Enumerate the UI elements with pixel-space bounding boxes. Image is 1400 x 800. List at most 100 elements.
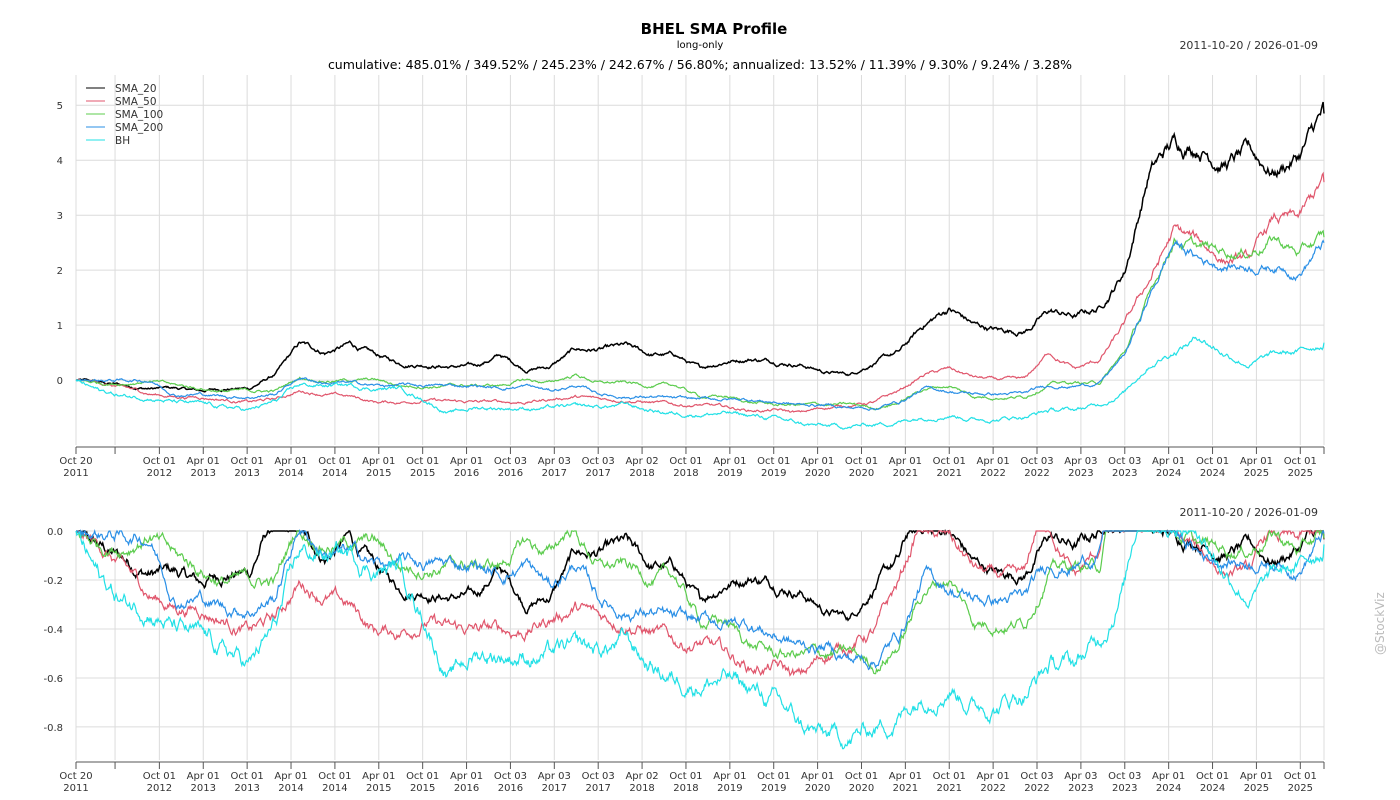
top-x-tick-year: 2022 <box>1024 468 1049 479</box>
bot-x-tick-label: Apr 01 <box>1240 771 1273 782</box>
bot-x-tick-year: 2018 <box>629 783 654 794</box>
bot-x-tick-label: Oct 01 <box>143 771 176 782</box>
bot-x-tick-year: 2017 <box>542 783 567 794</box>
bot-x-tick-label: Oct 01 <box>318 771 351 782</box>
bot-x-tick-label: Apr 01 <box>889 771 922 782</box>
bot-x-tick-year: 2025 <box>1244 783 1269 794</box>
top-x-tick-label: Oct 03 <box>494 456 527 467</box>
top-y-tick-label: 3 <box>57 211 63 222</box>
top-x-tick-year: 2023 <box>1112 468 1137 479</box>
bot-x-tick-year: 2013 <box>191 783 216 794</box>
top-x-tick-year: 2024 <box>1200 468 1225 479</box>
top-x-tick-label: Oct 01 <box>933 456 966 467</box>
bot-x-tick-year: 2022 <box>1024 783 1049 794</box>
top-x-tick-year: 2013 <box>191 468 216 479</box>
bot-x-tick-label: Apr 01 <box>362 771 395 782</box>
date-range-top: 2011-10-20 / 2026-01-09 <box>1179 39 1318 52</box>
bot-y-tick-label: -0.6 <box>43 674 63 685</box>
bot-x-tick-year: 2017 <box>585 783 610 794</box>
bot-x-tick-year: 2016 <box>454 783 479 794</box>
chart-title: BHEL SMA Profile <box>641 20 788 38</box>
cumulative-line-bh <box>75 336 1325 430</box>
top-x-tick-label: Oct 01 <box>1284 456 1317 467</box>
top-x-tick-year: 2016 <box>454 468 479 479</box>
bot-x-tick-year: 2016 <box>498 783 523 794</box>
stats-line: cumulative: 485.01% / 349.52% / 245.23% … <box>328 57 1072 72</box>
legend-label: BH <box>115 135 130 147</box>
bot-x-tick-label: Apr 01 <box>713 771 746 782</box>
cumulative-line-sma-20 <box>75 101 1325 393</box>
top-x-tick-label: Apr 03 <box>538 456 571 467</box>
bot-x-tick-label: Oct 03 <box>1108 771 1141 782</box>
top-x-tick-label: Apr 01 <box>889 456 922 467</box>
top-x-tick-year: 2011 <box>63 468 88 479</box>
bot-x-tick-label: Apr 03 <box>1064 771 1097 782</box>
bot-y-tick-label: -0.4 <box>43 625 63 636</box>
drawdown-line-sma-50 <box>76 529 1325 677</box>
top-x-tick-year: 2017 <box>585 468 610 479</box>
bot-x-tick-label: Oct 01 <box>669 771 702 782</box>
bot-x-tick-year: 2020 <box>849 783 874 794</box>
bot-x-tick-year: 2019 <box>717 783 742 794</box>
bot-x-tick-label: Oct 03 <box>1020 771 1053 782</box>
top-x-tick-year: 2013 <box>234 468 259 479</box>
top-x-tick-label: Oct 20 <box>59 456 92 467</box>
chart-subtitle: long-only <box>677 40 724 51</box>
drawdown-line-bh <box>75 529 1325 750</box>
top-x-tick-year: 2024 <box>1156 468 1181 479</box>
drawdown-line-sma-100 <box>76 529 1325 675</box>
bot-x-tick-year: 2012 <box>147 783 172 794</box>
cumulative-line-sma-50 <box>76 171 1325 413</box>
cumulative-line-sma-200 <box>75 239 1325 411</box>
bot-y-tick-label: 0.0 <box>47 527 63 538</box>
top-x-tick-year: 2015 <box>366 468 391 479</box>
top-x-tick-label: Oct 01 <box>669 456 702 467</box>
top-x-tick-label: Oct 01 <box>318 456 351 467</box>
bot-x-tick-year: 2015 <box>410 783 435 794</box>
top-x-tick-label: Oct 03 <box>1020 456 1053 467</box>
bot-x-tick-label: Apr 02 <box>625 771 658 782</box>
top-x-tick-label: Oct 01 <box>845 456 878 467</box>
top-x-tick-year: 2021 <box>937 468 962 479</box>
top-x-tick-label: Apr 01 <box>1152 456 1185 467</box>
top-x-tick-label: Oct 01 <box>143 456 176 467</box>
top-y-tick-label: 4 <box>57 156 63 167</box>
bot-x-tick-year: 2024 <box>1200 783 1225 794</box>
bot-y-tick-label: -0.2 <box>43 576 63 587</box>
top-x-tick-year: 2025 <box>1244 468 1269 479</box>
top-x-tick-label: Apr 01 <box>274 456 307 467</box>
bot-x-tick-year: 2019 <box>761 783 786 794</box>
bot-x-tick-label: Oct 01 <box>933 771 966 782</box>
bot-x-tick-label: Oct 01 <box>1284 771 1317 782</box>
top-x-tick-year: 2022 <box>980 468 1005 479</box>
top-x-tick-year: 2016 <box>498 468 523 479</box>
cumulative-line-sma-100 <box>75 229 1325 411</box>
bot-x-tick-year: 2014 <box>278 783 303 794</box>
bot-x-tick-year: 2024 <box>1156 783 1181 794</box>
date-range-bottom: 2011-10-20 / 2026-01-09 <box>1179 506 1318 519</box>
legend-label: SMA_20 <box>115 83 157 95</box>
legend-label: SMA_100 <box>115 109 163 121</box>
top-x-tick-year: 2018 <box>629 468 654 479</box>
top-x-tick-label: Apr 02 <box>625 456 658 467</box>
bot-x-tick-year: 2023 <box>1068 783 1093 794</box>
top-x-tick-year: 2019 <box>717 468 742 479</box>
bot-x-tick-year: 2022 <box>980 783 1005 794</box>
bot-x-tick-label: Oct 01 <box>1196 771 1229 782</box>
top-x-tick-label: Apr 01 <box>362 456 395 467</box>
bot-x-tick-label: Oct 03 <box>582 771 615 782</box>
top-y-tick-label: 5 <box>57 101 63 112</box>
top-x-tick-label: Apr 03 <box>1064 456 1097 467</box>
bot-y-tick-label: -0.8 <box>43 723 63 734</box>
top-y-tick-label: 1 <box>57 321 63 332</box>
bot-x-tick-label: Oct 01 <box>406 771 439 782</box>
top-x-tick-label: Apr 01 <box>1240 456 1273 467</box>
top-x-tick-label: Oct 01 <box>231 456 264 467</box>
top-x-tick-year: 2017 <box>542 468 567 479</box>
top-x-tick-label: Oct 01 <box>1196 456 1229 467</box>
top-x-tick-label: Oct 03 <box>582 456 615 467</box>
